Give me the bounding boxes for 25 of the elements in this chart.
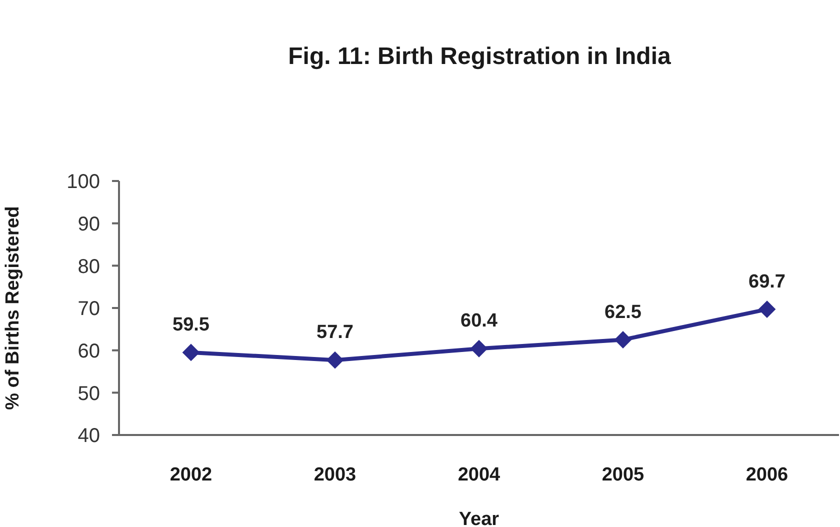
- x-tick-label: 2005: [602, 464, 645, 486]
- y-tick-label: 40: [78, 425, 100, 448]
- chart-title: Fig. 11: Birth Registration in India: [287, 43, 672, 71]
- x-tick-label: 2002: [170, 464, 212, 486]
- x-tick-label: 2006: [746, 464, 788, 486]
- point: [470, 340, 488, 358]
- data-label: 60.4: [460, 310, 498, 332]
- point: [182, 344, 200, 361]
- data-label: 62.5: [604, 302, 642, 323]
- data-label: 59.5: [172, 314, 210, 336]
- y-tick-label: 70: [78, 298, 100, 320]
- point: [326, 352, 344, 369]
- y-tick-label: 80: [78, 256, 100, 278]
- y-tick-label: 100: [66, 171, 100, 194]
- y-tick-label: 50: [78, 382, 100, 405]
- point: [758, 300, 776, 318]
- data-label: 69.7: [748, 271, 786, 292]
- x-tick-label: 2003: [314, 464, 356, 486]
- data-label: 57.7: [316, 322, 354, 344]
- x-axis-title: Year: [458, 509, 500, 527]
- y-tick-label: 60: [78, 340, 100, 362]
- y-tick-label: 90: [78, 213, 100, 236]
- y-axis-title: % of Births Registered: [2, 206, 24, 410]
- x-tick-label: 2004: [458, 464, 501, 486]
- point: [614, 331, 632, 348]
